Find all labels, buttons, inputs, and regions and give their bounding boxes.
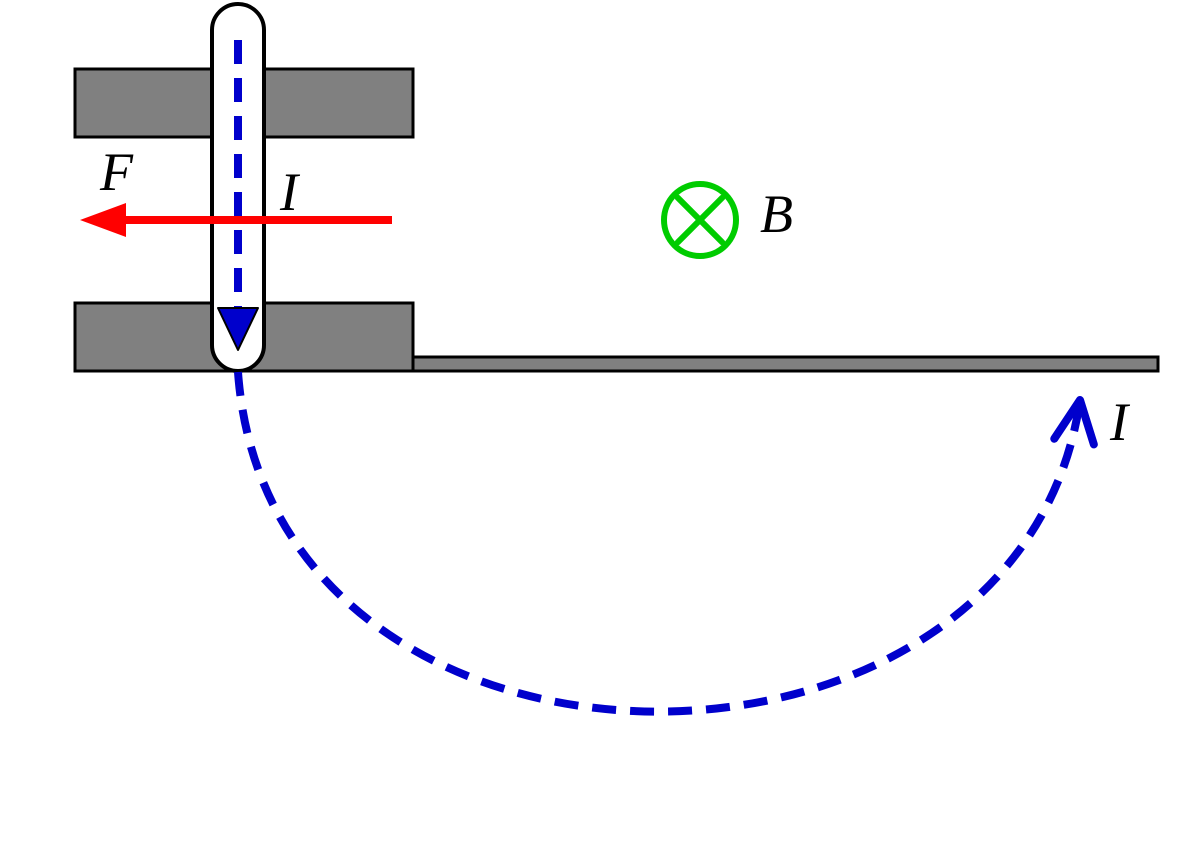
label-force: F (99, 142, 134, 202)
current-return-arc (238, 372, 1080, 712)
label-current-2: I (1109, 392, 1131, 452)
label-bfield: B (760, 184, 793, 244)
label-current-1: I (279, 162, 301, 222)
ground-bar (413, 357, 1158, 371)
